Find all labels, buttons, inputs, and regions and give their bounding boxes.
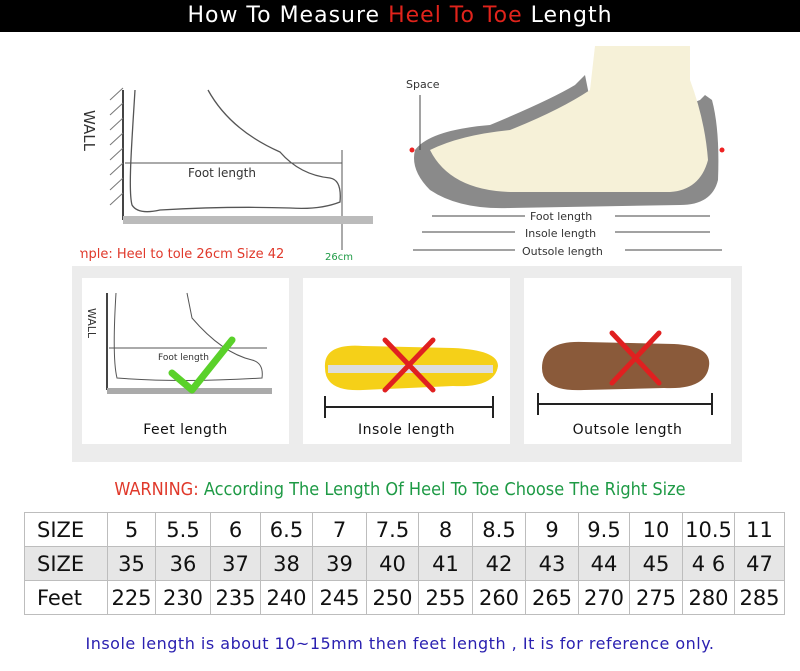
table-cell: 37	[210, 546, 261, 581]
table-cell: 7	[312, 512, 367, 547]
cross-icon	[609, 330, 662, 386]
row-header: SIZE	[24, 546, 108, 581]
table-cell: 275	[629, 580, 683, 615]
foot-length-label: Foot length	[530, 210, 592, 223]
outsole-length-label: Outsole length	[522, 245, 603, 258]
check-icon	[168, 336, 236, 394]
table-cell: 235	[210, 580, 261, 615]
table-cell: 10.5	[682, 512, 735, 547]
row-header: Feet	[24, 580, 108, 615]
card-caption: Outsole length	[572, 422, 683, 438]
card-outsole-length: Outsole length	[524, 278, 731, 444]
table-cell: 36	[155, 546, 211, 581]
table-cell: 6	[210, 512, 261, 547]
example-text: Example: Heel to tole 26cm Size 42	[80, 247, 284, 262]
foot-length-label: Foot length	[158, 353, 209, 363]
table-cell: 41	[418, 546, 473, 581]
table-cell: 5.5	[155, 512, 211, 547]
cross-icon	[382, 337, 436, 393]
table-cell: 44	[578, 546, 630, 581]
table-cell: 43	[525, 546, 579, 581]
table-cell: 240	[260, 580, 313, 615]
insole-length-label: Insole length	[525, 227, 596, 240]
table-cell: 8	[418, 512, 473, 547]
table-cell: 9.5	[578, 512, 630, 547]
table-cell: 8.5	[472, 512, 526, 547]
table-row: SIZE 5 5.5 6 6.5 7 7.5 8 8.5 9 9.5 10 10.5 11	[24, 512, 785, 547]
table-cell: 5	[107, 512, 156, 547]
title-banner: How To Measure Heel To Toe Length	[0, 0, 800, 32]
table-cell: 270	[578, 580, 630, 615]
table-cell: 285	[734, 580, 785, 615]
table-cell: 39	[312, 546, 367, 581]
method-comparison-panel: WALL Foot length Feet length Insole leng…	[72, 266, 742, 462]
warning-line: WARNING: According The Length Of Heel To…	[0, 479, 800, 500]
foot-measure-thumbnail: WALL Foot length	[85, 292, 272, 394]
measure-mark: 26cm	[325, 252, 353, 263]
table-cell: 260	[472, 580, 526, 615]
foot-wall-illustration: WALL Foot length Example: Heel to tole 2…	[80, 87, 373, 263]
wall-label: WALL	[80, 110, 98, 152]
table-cell: 4 6	[682, 546, 735, 581]
card-caption: Feet length	[143, 422, 228, 438]
table-cell: 7.5	[366, 512, 419, 547]
card-insole-length: Insole length	[303, 278, 510, 444]
table-row: SIZE 35 36 37 38 39 40 41 42 43 44 45 4 6 47	[24, 546, 785, 581]
table-cell: 42	[472, 546, 526, 581]
warning-text: According The Length Of Heel To Toe Choo…	[203, 479, 686, 500]
table-cell: 10	[629, 512, 683, 547]
table-cell: 245	[312, 580, 367, 615]
outsole-thumbnail	[537, 330, 713, 415]
table-cell: 280	[682, 580, 735, 615]
row-header: SIZE	[24, 512, 108, 547]
table-cell: 47	[734, 546, 785, 581]
card-feet-length: WALL Foot length Feet length	[82, 278, 289, 444]
insole-thumbnail	[324, 337, 498, 418]
table-row: Feet 225 230 235 240 245 250 255 260 265 270 275 280…	[24, 580, 785, 615]
title-highlight: Heel To Toe	[388, 3, 523, 28]
table-cell: 9	[525, 512, 579, 547]
table-cell: 38	[260, 546, 313, 581]
title-text: How To Measure	[187, 3, 389, 28]
table-cell: 225	[107, 580, 156, 615]
table-cell: 265	[525, 580, 579, 615]
table-cell: 11	[734, 512, 785, 547]
card-caption: Insole length	[358, 422, 455, 438]
shoe-cross-section-illustration: Space Foot length Insole length Outsole …	[406, 46, 725, 258]
wall-label: WALL	[85, 308, 98, 339]
table-cell: 6.5	[260, 512, 313, 547]
table-cell: 255	[418, 580, 473, 615]
size-table: SIZE 5 5.5 6 6.5 7 7.5 8 8.5 9 9.5 10 10.5 11 SIZE 35 36…	[24, 512, 785, 615]
title-text-end: Length	[522, 3, 613, 28]
table-cell: 40	[366, 546, 419, 581]
space-label: Space	[406, 78, 440, 91]
footer-note: Insole length is about 10~15mm then feet…	[85, 634, 715, 653]
table-cell: 230	[155, 580, 211, 615]
table-cell: 35	[107, 546, 156, 581]
foot-length-label: Foot length	[188, 166, 256, 180]
table-cell: 250	[366, 580, 419, 615]
warning-label: WARNING:	[114, 479, 199, 500]
table-cell: 45	[629, 546, 683, 581]
